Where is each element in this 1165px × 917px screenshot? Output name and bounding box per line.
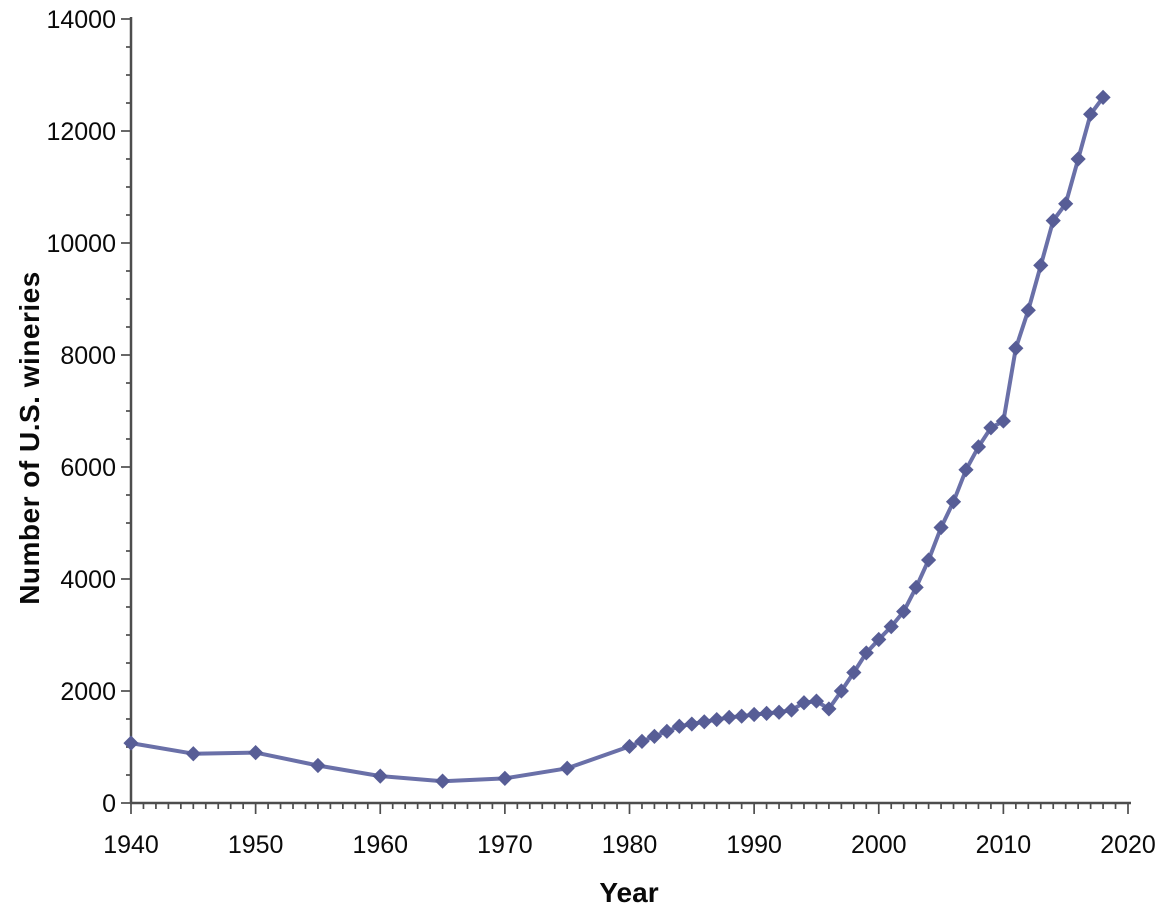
data-point-marker xyxy=(883,619,899,635)
data-point-marker xyxy=(123,735,139,751)
data-point-marker xyxy=(248,745,264,761)
x-tick-label: 1940 xyxy=(103,831,159,859)
data-point-marker xyxy=(696,714,712,730)
data-point-marker xyxy=(995,413,1011,429)
data-point-marker xyxy=(746,706,762,723)
data-point-marker xyxy=(908,579,924,595)
y-tick-label: 8000 xyxy=(60,342,116,370)
x-tick-label: 2010 xyxy=(976,831,1032,859)
data-point-marker xyxy=(434,773,451,789)
data-point-marker xyxy=(1070,151,1086,167)
data-point-marker xyxy=(833,683,849,699)
y-tick-label: 10000 xyxy=(46,230,116,258)
data-point-marker xyxy=(970,439,987,455)
data-point-marker xyxy=(1033,257,1049,273)
data-point-marker xyxy=(758,705,775,721)
data-point-marker xyxy=(709,711,725,728)
y-tick-label: 0 xyxy=(102,790,116,818)
data-point-marker xyxy=(634,733,650,749)
data-point-marker xyxy=(846,664,862,681)
y-tick-label: 6000 xyxy=(60,454,116,482)
x-tick-label: 2020 xyxy=(1100,831,1156,859)
x-axis-title: Year xyxy=(599,877,659,908)
data-point-marker xyxy=(858,645,874,661)
data-point-marker xyxy=(1045,213,1061,229)
data-point-marker xyxy=(559,760,575,776)
series-markers xyxy=(123,89,1111,789)
x-tick-label: 2000 xyxy=(851,831,907,859)
data-point-marker xyxy=(185,746,201,762)
data-point-marker xyxy=(1095,89,1111,105)
y-axis-tick-labels: 0 2000 4000 6000 8000 10000 12000 14000 xyxy=(46,6,116,818)
data-point-marker xyxy=(783,702,800,718)
data-point-marker xyxy=(1058,196,1074,212)
data-point-marker xyxy=(958,462,974,478)
data-point-marker xyxy=(372,768,388,784)
data-point-marker xyxy=(659,723,675,739)
data-point-marker xyxy=(1020,302,1036,318)
data-point-marker xyxy=(310,757,326,774)
data-point-marker xyxy=(821,701,837,717)
x-tick-label: 1980 xyxy=(602,831,658,859)
data-point-marker xyxy=(1008,340,1024,356)
data-point-marker xyxy=(808,693,825,709)
y-axis-ticks xyxy=(121,18,130,804)
data-point-marker xyxy=(945,494,962,510)
data-point-marker xyxy=(896,603,912,620)
data-point-marker xyxy=(933,519,949,536)
x-tick-label: 1950 xyxy=(228,831,284,859)
x-tick-label: 1970 xyxy=(477,831,533,859)
y-tick-label: 14000 xyxy=(46,6,116,34)
data-point-marker xyxy=(734,708,750,724)
data-point-marker xyxy=(671,718,687,734)
y-tick-label: 2000 xyxy=(60,678,116,706)
x-axis-ticks xyxy=(130,804,1129,814)
data-point-marker xyxy=(921,552,937,568)
data-point-marker xyxy=(983,420,999,436)
y-axis-title: Number of U.S. wineries xyxy=(14,271,45,605)
data-point-marker xyxy=(771,704,787,720)
data-point-marker xyxy=(646,728,663,744)
series-line xyxy=(129,95,1106,784)
y-tick-label: 4000 xyxy=(60,566,116,594)
y-tick-label: 12000 xyxy=(46,118,116,146)
data-point-marker xyxy=(497,770,513,786)
data-point-marker xyxy=(684,716,700,732)
data-point-marker xyxy=(796,695,812,711)
x-tick-label: 1990 xyxy=(726,831,782,859)
data-point-marker xyxy=(621,738,638,755)
x-tick-label: 1960 xyxy=(352,831,408,859)
data-point-marker xyxy=(1083,106,1099,122)
data-point-marker xyxy=(871,631,887,648)
data-point-marker xyxy=(721,709,737,725)
x-axis-tick-labels: 1940 1950 1960 1970 1980 1990 2000 2010 2020 xyxy=(103,831,1156,859)
